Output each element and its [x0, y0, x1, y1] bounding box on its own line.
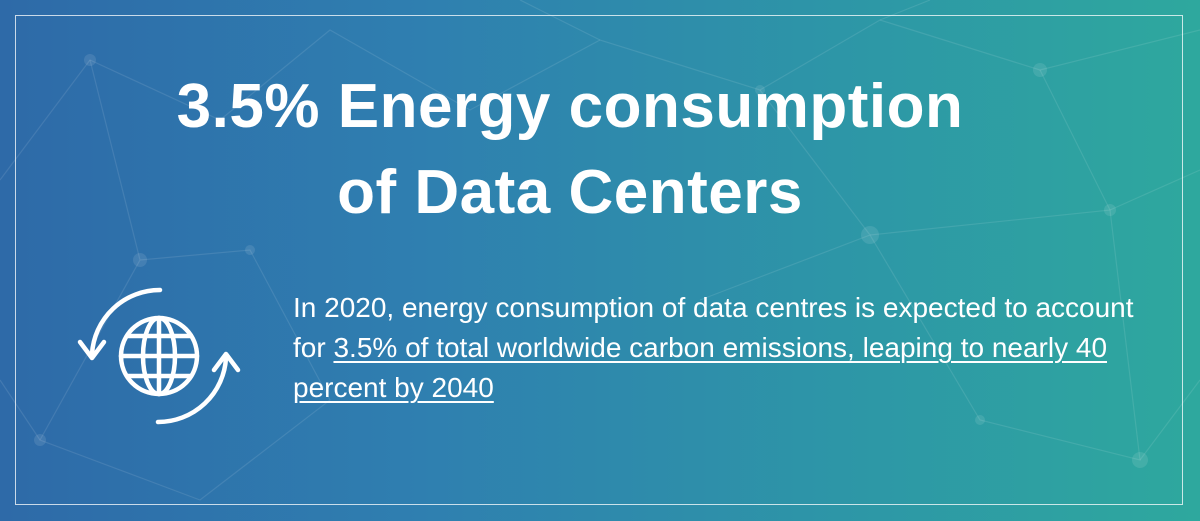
- description-highlight: 3.5% of total worldwide carbon emissions…: [293, 332, 1108, 403]
- globe-with-circular-arrows-icon: [77, 287, 241, 425]
- title-line-2: of Data Centers: [337, 158, 803, 227]
- title-line-1: 3.5% Energy consumption: [176, 72, 964, 141]
- description-intro: In 2020, energy consumption of data cent…: [293, 292, 1134, 363]
- page-title: 3.5% Energy consumption of Data Centers: [0, 64, 1140, 236]
- description-text: In 2020, energy consumption of data cent…: [293, 288, 1173, 408]
- card-border: [15, 15, 1183, 505]
